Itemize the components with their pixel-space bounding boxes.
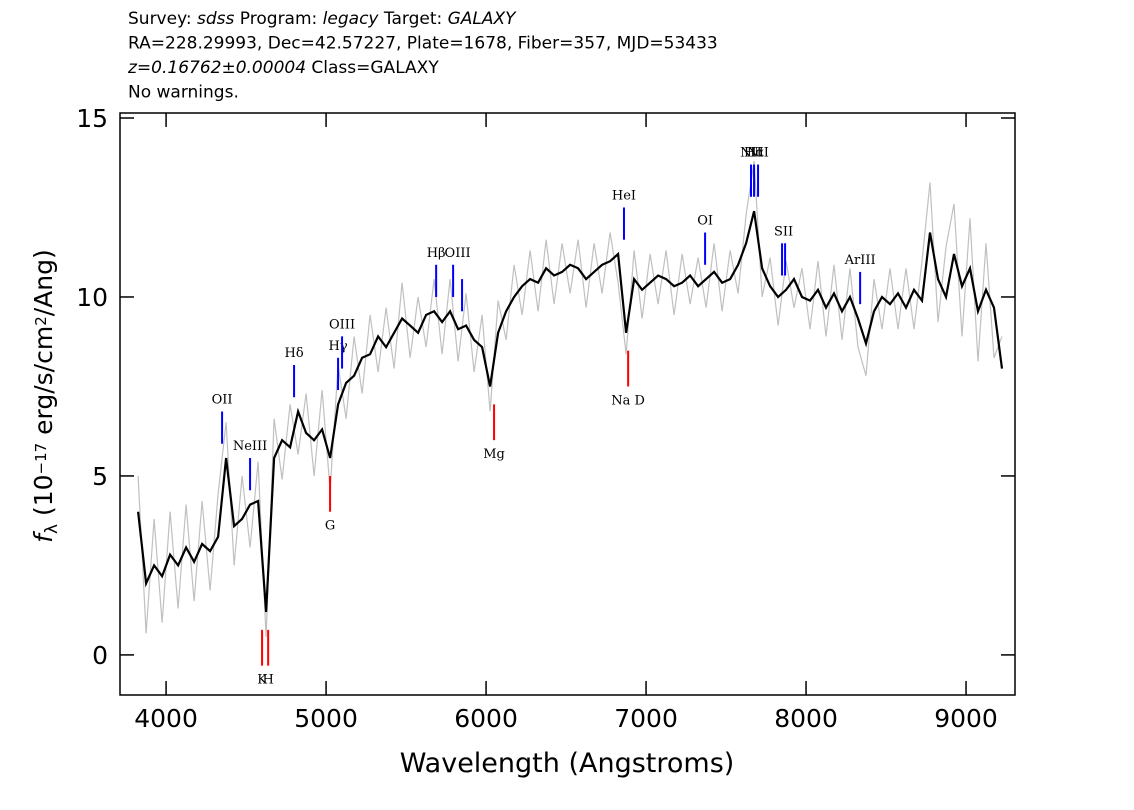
x-tick-label: 7000 (614, 704, 678, 733)
spectrum-line (137, 210, 1004, 613)
feature-label: Hβ (427, 246, 446, 261)
x-tick-label: 6000 (454, 704, 518, 733)
header-line: RA=228.29993, Dec=42.57227, Plate=1678, … (128, 34, 718, 54)
y-label-part: /Ang) (29, 249, 58, 316)
header-text: Survey: (128, 9, 197, 29)
feature-label: NII (740, 146, 762, 161)
header-line: Survey: sdss Program: legacy Target: GAL… (128, 9, 517, 29)
feature-label: OIII (329, 317, 355, 332)
feature-label: OII (212, 393, 233, 408)
feature-label: H (262, 673, 273, 688)
y-label-part: 2 (32, 316, 50, 326)
feature-label: Hδ (284, 346, 303, 361)
feature-label: OI (697, 214, 713, 229)
feature-label: Na D (611, 393, 645, 408)
feature-label: OIII (445, 246, 471, 261)
feature-label: ArIII (844, 253, 876, 268)
feature-label: SII (774, 224, 793, 239)
feature-label: G (325, 519, 335, 534)
y-label-part: (10 (29, 474, 58, 524)
header-text: Target: (378, 9, 447, 29)
header-text: Program: (234, 9, 322, 29)
header-text: GALAXY (448, 9, 518, 29)
feature-label: NII (747, 146, 769, 161)
header-text: Class=GALAXY (306, 58, 439, 78)
spectrum-line (137, 160, 1003, 638)
header-line: No warnings. (128, 83, 239, 103)
y-label-part: −17 (32, 443, 50, 475)
feature-label: Hα (744, 146, 764, 161)
y-label-part: erg/s/cm (29, 326, 58, 443)
y-tick-label: 10 (76, 283, 108, 312)
x-tick-label: 5000 (294, 704, 358, 733)
header-text: RA=228.29993, Dec=42.57227, Plate=1678, … (128, 34, 718, 54)
header-line: z=0.16762±0.00004 Class=GALAXY (127, 58, 439, 78)
feature-label: Hγ (329, 339, 348, 354)
header-text: z=0.16762±0.00004 (127, 58, 306, 78)
y-tick-label: 15 (76, 104, 108, 133)
y-tick-label: 0 (92, 641, 108, 670)
x-tick-label: 8000 (774, 704, 838, 733)
y-label-part: λ (42, 524, 62, 534)
header-text: No warnings. (128, 83, 239, 103)
header-text: legacy (323, 9, 380, 29)
feature-label: HeI (612, 188, 636, 203)
feature-label: NeIII (233, 439, 267, 454)
feature-label: Mg (483, 447, 505, 462)
y-axis-label: fλ (10−17 erg/s/cm2/Ang) (29, 225, 62, 582)
x-axis-label: Wavelength (Angstroms) (400, 748, 735, 779)
feature-label: K (257, 673, 267, 688)
y-tick-label: 5 (92, 462, 108, 491)
header-text: sdss (197, 9, 235, 29)
plot-frame (119, 112, 1016, 696)
x-tick-label: 9000 (934, 704, 998, 733)
x-tick-label: 4000 (134, 704, 198, 733)
